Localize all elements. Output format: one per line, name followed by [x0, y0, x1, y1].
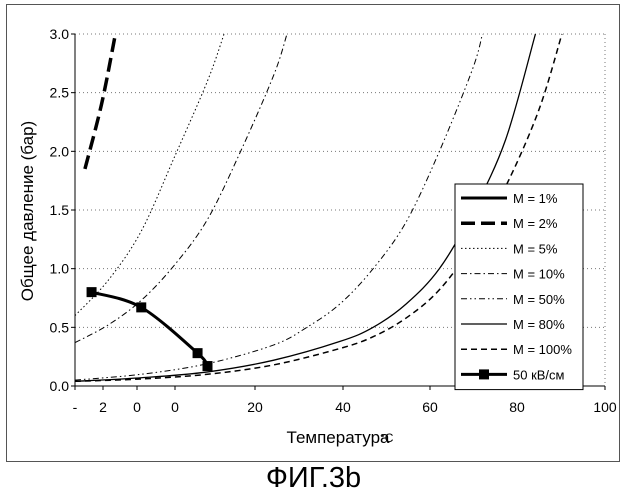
data-marker — [87, 287, 97, 297]
data-marker — [136, 302, 146, 312]
chart-svg: 0.00.51.01.52.02.53.0-20020406080100 Общ… — [0, 0, 627, 460]
legend-label: M = 50% — [513, 292, 565, 307]
y-axis-label: Общее давление (бар) — [18, 121, 37, 301]
x-tick-label: 0 — [171, 399, 179, 415]
figure-caption: ФИГ.3b — [0, 462, 627, 495]
x-tick-label: 0 — [133, 399, 141, 415]
legend-label: M = 1% — [513, 191, 558, 206]
y-tick-label: 1.5 — [50, 202, 70, 218]
data-marker — [193, 348, 203, 358]
y-tick-label: 0.5 — [50, 319, 70, 335]
x-tick-label: 40 — [335, 399, 351, 415]
x-tick-label: 80 — [509, 399, 525, 415]
x-tick-label: 100 — [593, 399, 617, 415]
legend-marker — [479, 369, 489, 379]
legend-label: M = 2% — [513, 216, 558, 231]
x-tick-label: 60 — [422, 399, 438, 415]
legend-label: 50 кВ/см — [513, 367, 565, 382]
legend-label: M = 10% — [513, 267, 565, 282]
legend-label: M = 100% — [513, 342, 572, 357]
x-axis-unit: °C — [380, 431, 394, 445]
y-tick-label: 1.0 — [50, 261, 70, 277]
y-tick-label: 3.0 — [50, 26, 70, 42]
x-tick-label: - — [73, 399, 78, 415]
legend-box — [455, 184, 583, 390]
legend: M = 1% M = 2% M = 5% M = 10% M = 50% M = 80% M… — [455, 184, 583, 390]
x-tick-label: 20 — [247, 399, 263, 415]
x-tick-label: 2 — [99, 399, 107, 415]
x-axis-label: Температура — [287, 428, 391, 447]
legend-label: M = 80% — [513, 317, 565, 332]
legend-label: M = 5% — [513, 241, 558, 256]
y-tick-label: 0.0 — [50, 378, 70, 394]
y-tick-label: 2.0 — [50, 143, 70, 159]
y-tick-label: 2.5 — [50, 85, 70, 101]
data-marker — [203, 361, 213, 371]
